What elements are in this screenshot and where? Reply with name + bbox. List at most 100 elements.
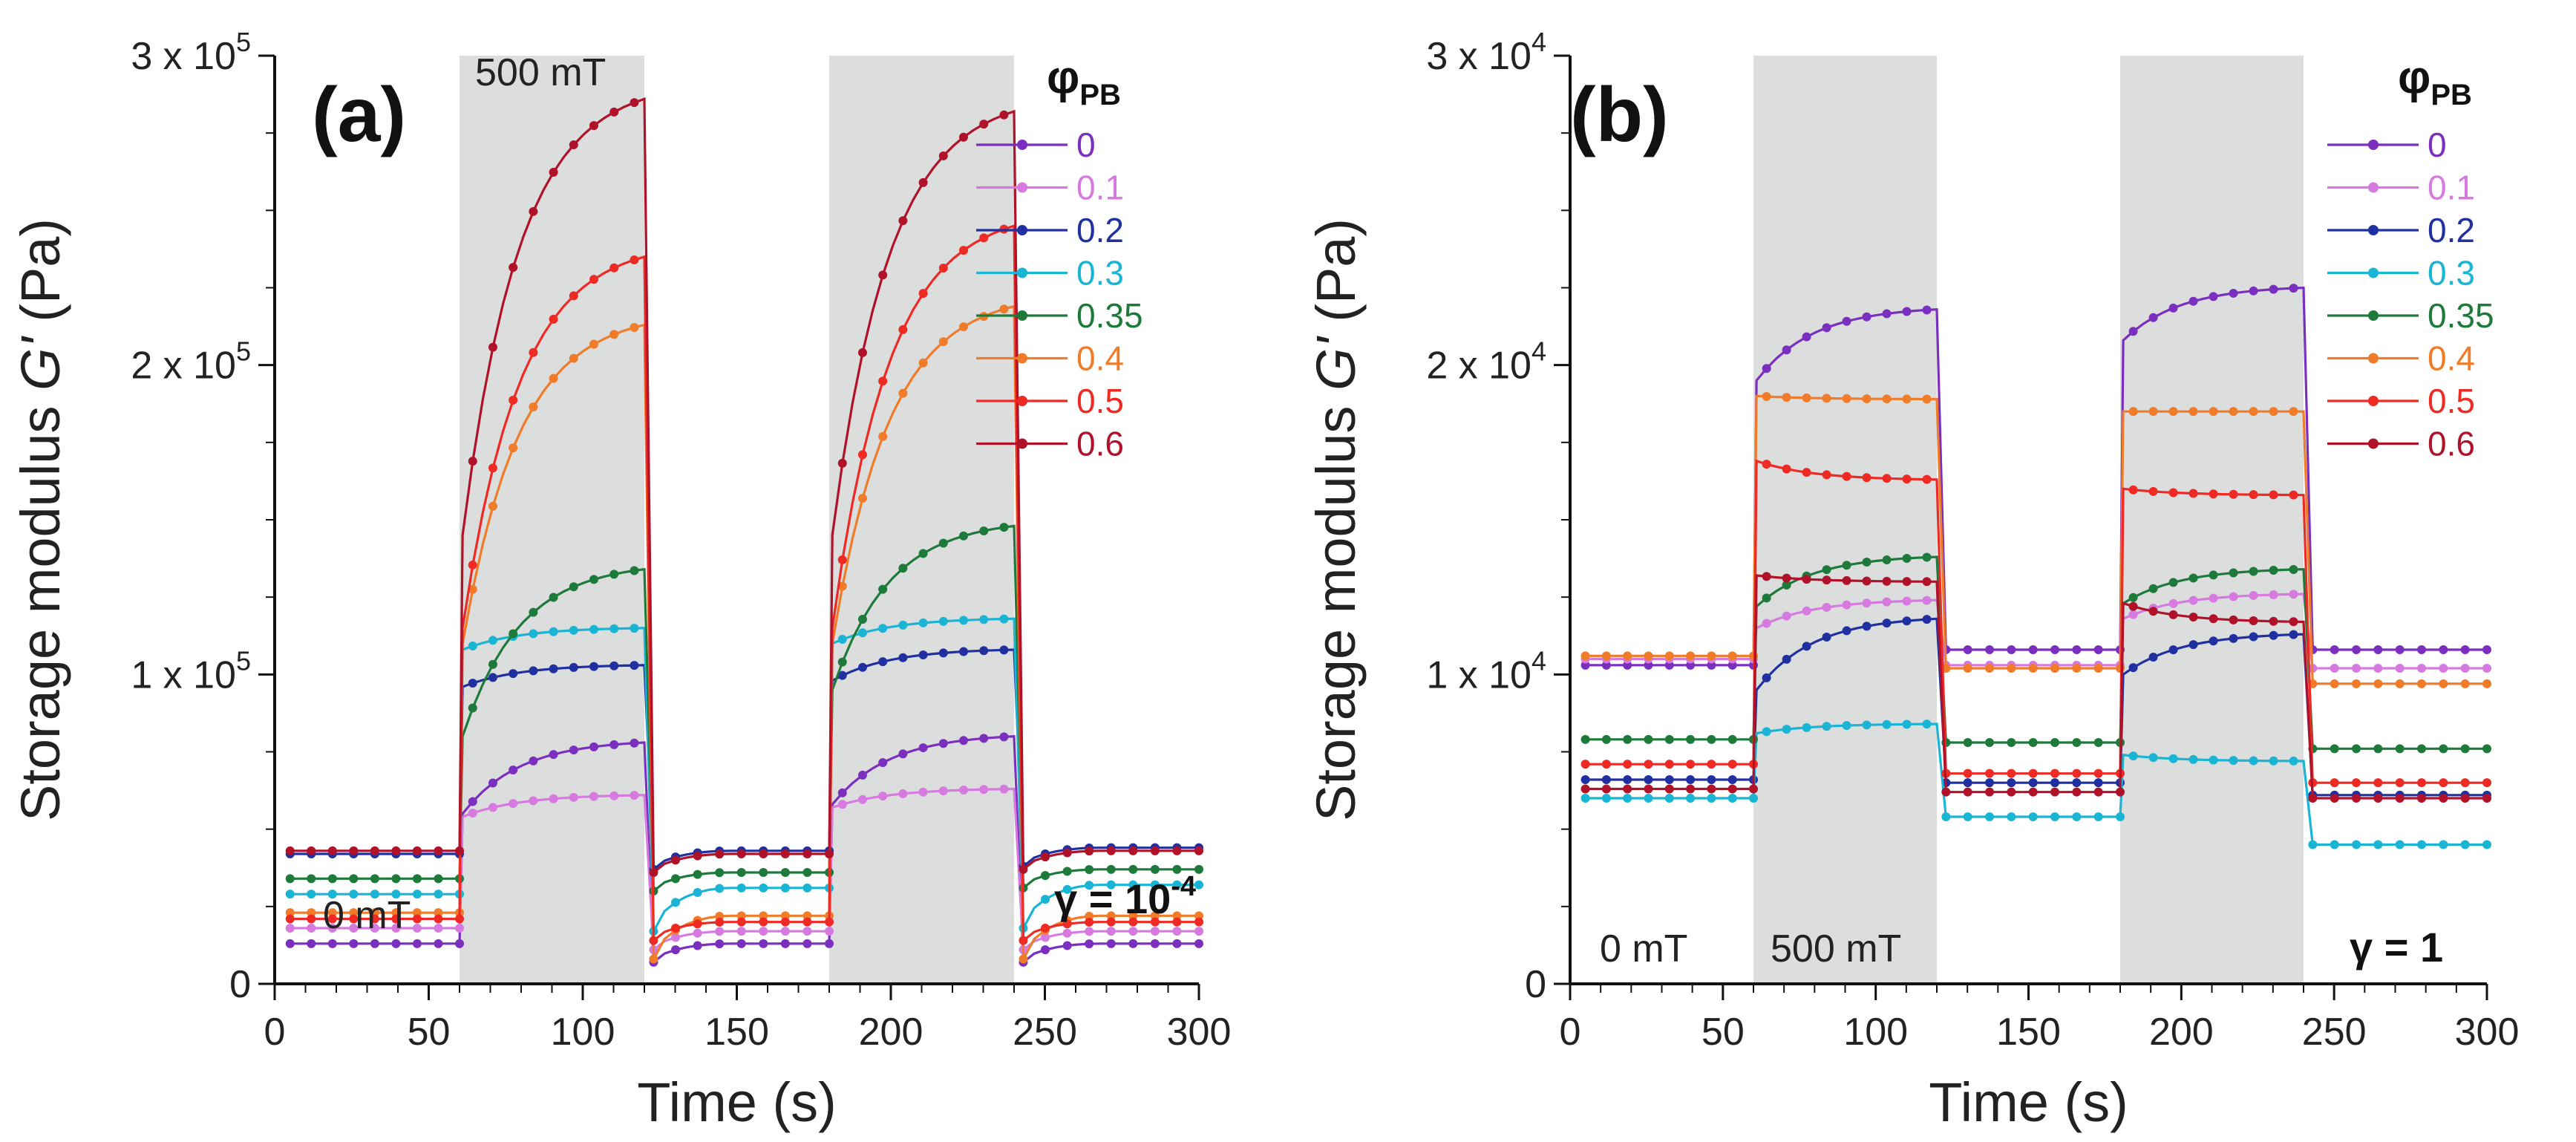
data-point [509,263,518,273]
data-point [938,264,948,273]
series-0_2 [1580,615,2491,800]
series-0_35 [1580,552,2491,754]
data-point [1985,664,1995,673]
legend-label: 0.35 [1076,296,1143,335]
data-point [2209,489,2218,499]
data-point [1842,721,1851,731]
data-point [671,855,681,865]
data-point [2209,755,2218,765]
data-point [780,911,790,921]
data-point [630,791,639,800]
series-line [1585,394,2487,685]
data-point [529,402,538,412]
data-point [958,531,968,541]
data-point [1150,911,1160,921]
data-point [2330,778,2339,788]
data-point [2460,645,2470,654]
data-point [2417,679,2427,688]
data-point [391,908,401,918]
data-point [837,800,847,809]
data-point [1150,880,1160,890]
field-on-band-2 [829,56,1014,984]
data-point [918,787,928,797]
data-point [1041,852,1050,862]
data-point [285,914,295,924]
data-point [1882,555,1892,565]
field-on-band-1 [1753,56,1937,984]
data-point [370,874,379,884]
legend-label: 0 [2428,125,2447,164]
data-point [2229,756,2238,766]
data-point [2168,598,2178,608]
data-point [1822,603,1831,613]
data-point [1128,880,1138,890]
data-point [1172,917,1182,927]
data-point [1062,867,1072,876]
data-point [2148,407,2158,417]
data-point [2148,313,2158,322]
data-point [2269,284,2278,294]
data-point [549,593,558,602]
data-point [2439,645,2448,654]
data-point [488,463,497,473]
data-point [1062,848,1072,858]
data-point [2072,645,2082,654]
data-point [802,939,812,948]
data-point [1902,394,1912,404]
data-point [1106,880,1116,890]
data-point [802,927,812,936]
data-point [1664,660,1674,670]
data-point [1172,864,1182,874]
data-point [2460,664,2470,673]
data-point [878,657,888,667]
data-point [2352,778,2361,788]
data-point [2460,778,2470,788]
data-point [736,917,746,927]
data-point [1644,734,1653,744]
data-point [649,936,658,945]
data-point [1085,939,1094,949]
legend-swatch-marker [2368,310,2379,321]
data-point [2482,645,2491,654]
data-point [569,662,578,672]
data-point [2352,679,2361,688]
data-point [1601,760,1611,769]
data-point [2373,645,2383,654]
data-point [979,615,989,624]
data-point [1686,651,1696,661]
data-point [1106,911,1116,921]
data-point [958,736,968,745]
data-point [918,650,928,659]
data-point [671,874,681,884]
data-point [307,846,316,855]
data-point [1802,468,1811,477]
strain-amplitude-label: γ = 1 [2350,924,2443,970]
data-point [2148,753,2158,763]
data-point [509,443,518,453]
data-point [1862,598,1871,608]
data-point [2209,636,2218,646]
series-line [1585,617,2487,797]
data-point [2128,610,2138,619]
data-point [370,890,379,899]
data-point [1902,616,1912,626]
x-tick-label: 300 [1167,1011,1232,1054]
data-point [327,924,337,933]
data-point [1172,846,1182,855]
data-point [1580,734,1590,744]
data-point [999,614,1009,624]
data-point [780,927,790,936]
data-point [979,233,989,243]
data-point [1623,734,1632,744]
data-point [1150,846,1160,855]
data-point [529,666,538,676]
data-point [2229,288,2238,298]
data-point [1985,769,1995,778]
data-point [630,738,639,748]
data-point [999,732,1009,742]
data-point [569,140,578,150]
data-point [2072,812,2082,821]
data-point [999,784,1009,794]
data-point [715,868,725,878]
data-point [1762,460,1771,469]
